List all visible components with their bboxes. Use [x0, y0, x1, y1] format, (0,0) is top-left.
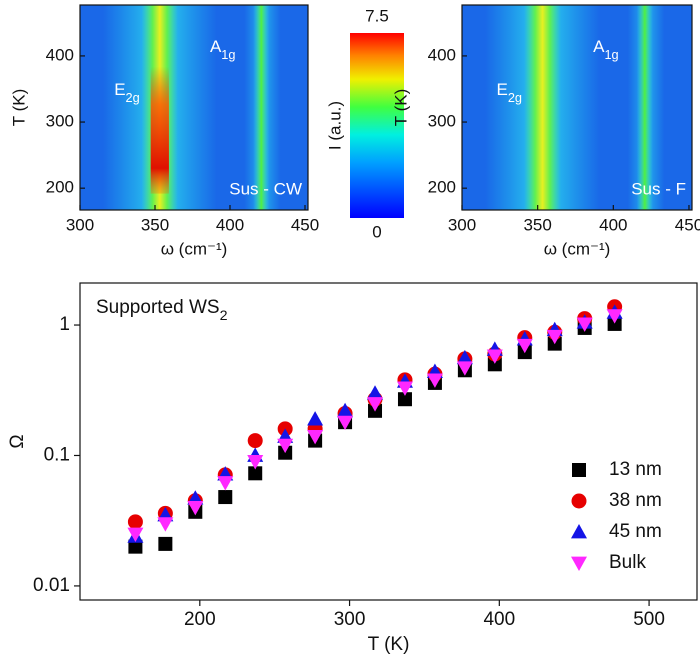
legend-label: 13 nm: [609, 459, 662, 480]
marker: [247, 433, 263, 449]
marker: [487, 357, 502, 372]
y-axis-label: Ω: [7, 434, 28, 448]
colorbar: [350, 33, 404, 218]
a1g-core: [636, 5, 653, 210]
panel-label: Sus - F: [631, 179, 686, 198]
frame: [79, 282, 698, 601]
y-tick-label: 300: [428, 112, 456, 131]
legend-marker: [571, 556, 587, 571]
x-tick-label: 400: [483, 609, 515, 630]
x-tick-label: 400: [599, 215, 627, 234]
marker: [486, 349, 503, 364]
y-tick-label: 300: [46, 112, 74, 131]
peak-label-sub: 2g: [508, 90, 522, 105]
marker: [516, 338, 533, 354]
x-tick-label: 300: [448, 215, 476, 234]
marker: [396, 381, 413, 396]
x-tick-label: 200: [184, 609, 216, 630]
legend-label: Bulk: [609, 552, 646, 573]
peak-label-sub: 2g: [126, 90, 140, 105]
y-tick-label: 0.1: [44, 444, 70, 465]
e2g-hot: [150, 66, 169, 194]
frame: [79, 4, 309, 211]
colorbar-tick-label: 0: [372, 222, 381, 241]
chart-title-base: Supported WS: [96, 297, 220, 318]
marker: [456, 349, 473, 365]
legend-marker: [572, 463, 586, 477]
y-tick-label: 200: [46, 178, 74, 197]
marker: [606, 309, 623, 324]
marker: [217, 476, 234, 491]
marker: [307, 411, 324, 426]
peak-label-sub: 1g: [604, 47, 618, 62]
x-tick-label: 500: [633, 609, 665, 630]
peak-label-base: E: [114, 81, 125, 100]
marker: [367, 385, 384, 400]
marker: [307, 430, 324, 445]
marker: [397, 392, 412, 407]
legend-label: 38 nm: [609, 490, 662, 511]
panel-label: Sus - CW: [229, 179, 302, 198]
legend-marker: [571, 493, 587, 509]
peak-label: A1g: [210, 38, 236, 62]
y-tick-label: 1: [59, 314, 70, 335]
peak-label-base: E: [497, 81, 508, 100]
marker: [218, 490, 233, 505]
x-tick-label: 350: [523, 215, 551, 234]
y-tick-label: 200: [428, 178, 456, 197]
x-tick-label: 300: [334, 609, 366, 630]
marker: [248, 466, 263, 481]
y-axis-label: T (K): [391, 89, 410, 126]
peak-label: E2g: [114, 81, 140, 105]
marker: [367, 397, 384, 412]
marker: [337, 415, 354, 431]
chart-title-sub: 2: [220, 308, 228, 324]
marker: [157, 517, 174, 532]
marker: [187, 500, 204, 516]
colorbar-tick-label: 7.5: [365, 6, 389, 25]
marker: [247, 455, 264, 470]
legend-marker: [571, 524, 587, 539]
peak-label-sub: 1g: [221, 47, 235, 62]
y-tick-label: 400: [46, 45, 74, 64]
marker: [127, 527, 144, 543]
y-tick-label: 400: [428, 45, 456, 64]
a1g-core: [253, 5, 270, 210]
x-tick-label: 400: [216, 215, 244, 234]
frame: [461, 4, 693, 211]
marker: [456, 361, 473, 376]
x-axis-label: T (K): [368, 634, 410, 655]
x-axis-label: ω (cm⁻¹): [161, 239, 228, 258]
y-axis-label: T (K): [9, 89, 28, 126]
marker: [127, 514, 143, 530]
marker: [546, 329, 563, 345]
x-tick-label: 450: [675, 215, 700, 234]
marker: [337, 402, 354, 418]
x-tick-label: 300: [66, 215, 94, 234]
chart-title: Supported WS2: [96, 297, 228, 324]
marker: [158, 536, 173, 551]
x-axis-label: ω (cm⁻¹): [544, 239, 611, 258]
marker: [426, 373, 443, 388]
peak-label-base: A: [210, 38, 222, 57]
y-tick-label: 0.01: [33, 575, 70, 596]
marker: [277, 438, 294, 454]
x-tick-label: 350: [141, 215, 169, 234]
peak-label: E2g: [497, 81, 523, 105]
colorbar-label: I (a.u.): [325, 101, 344, 150]
peak-label-base: A: [593, 38, 605, 57]
e2g-core: [524, 5, 561, 210]
x-tick-label: 450: [291, 215, 319, 234]
marker: [607, 316, 622, 331]
legend-label: 45 nm: [609, 521, 662, 542]
marker: [576, 317, 593, 332]
peak-label: A1g: [593, 38, 619, 62]
marker: [128, 539, 143, 554]
